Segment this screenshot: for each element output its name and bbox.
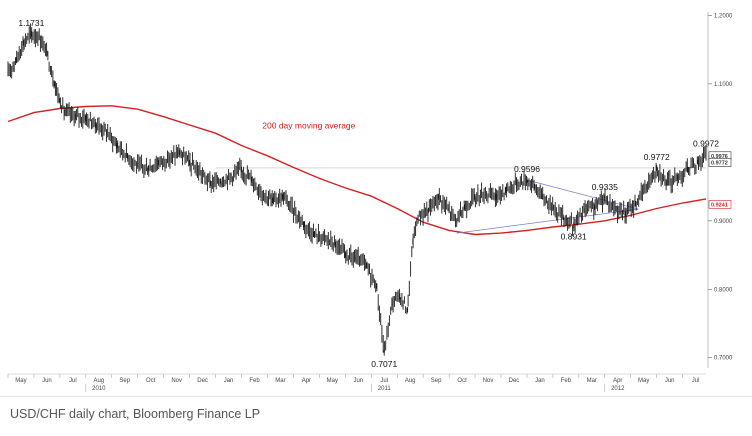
usdchf-chart: 1.17310.70710.95960.93350.89310.97720.99…: [0, 0, 752, 400]
x-tick-label: Jun: [353, 378, 363, 384]
price-box-label: 0.9241: [711, 202, 728, 208]
x-tick-label: Aug: [93, 378, 104, 384]
price-annotation: 0.9335: [592, 182, 618, 192]
chart-caption: USD/CHF daily chart, Bloomberg Finance L…: [10, 407, 261, 421]
plot-background: [0, 0, 752, 400]
y-tick-label: 0.9000: [714, 219, 733, 225]
year-label: 2011: [378, 386, 392, 392]
x-axis: May Jun Jul Aug Sep Oct Nov Dec Jan Feb Mar Apr May J…: [7, 373, 706, 392]
x-tick-label: Nov: [171, 378, 182, 384]
x-tick-label: Jun: [42, 378, 52, 384]
x-tick-label: Mar: [275, 378, 285, 384]
x-tick-label: Feb: [249, 378, 260, 384]
price-annotation: 0.9596: [514, 164, 540, 174]
price-box: [708, 200, 732, 209]
x-tick-label: Dec: [509, 378, 520, 384]
x-tick-label: Mar: [587, 378, 597, 384]
x-tick-label: Sep: [431, 378, 442, 384]
x-tick-label: May: [15, 378, 26, 384]
x-tick-label: Oct: [457, 378, 467, 384]
x-tick-label: Oct: [146, 378, 156, 384]
y-tick-label: 0.8000: [714, 287, 733, 293]
y-axis: 1.2000 1.1000 0.9000 0.8000 0.7000: [707, 12, 733, 368]
price-annotation: 0.7071: [371, 359, 397, 369]
price-annotation: 0.8931: [561, 232, 587, 242]
x-tick-label: Nov: [483, 378, 494, 384]
y-tick-label: 1.1000: [714, 82, 733, 88]
x-tick-label: Jul: [692, 378, 700, 384]
x-tick-label: Jan: [535, 378, 545, 384]
x-tick-label: Feb: [561, 378, 572, 384]
year-label: 2012: [611, 386, 625, 392]
price-box: [708, 158, 732, 167]
trendline: [456, 208, 639, 234]
x-tick-label: Apr: [302, 378, 311, 384]
x-tick-label: Apr: [613, 378, 622, 384]
price-annotation: 1.1731: [18, 18, 44, 28]
moving-average-label: 200 day moving average: [262, 120, 355, 130]
price-box-label: 0.9772: [711, 161, 728, 167]
x-tick-label: Jul: [380, 378, 388, 384]
x-tick-label: Jul: [69, 378, 77, 384]
x-tick-label: May: [638, 378, 649, 384]
x-tick-label: Aug: [405, 378, 416, 384]
moving-average-line: [7, 105, 707, 236]
moving-average-path: [7, 105, 707, 236]
price-bars: [7, 23, 707, 356]
price-box-label: 0.9976: [711, 154, 728, 160]
y-tick-label: 0.7000: [714, 356, 733, 362]
y-tick-label: 1.2000: [714, 13, 733, 19]
divider: [0, 396, 752, 397]
price-annotation: 0.9772: [644, 152, 670, 162]
x-tick-label: Sep: [119, 378, 130, 384]
price-bar-set: [7, 23, 707, 356]
price-annotation: 0.9972: [693, 138, 719, 148]
annotations: 1.17310.70710.95960.93350.89310.97720.99…: [18, 18, 732, 369]
x-tick-label: May: [327, 378, 338, 384]
x-tick-label: Dec: [197, 378, 208, 384]
x-tick-label: Jan: [224, 378, 234, 384]
year-label: 2010: [92, 386, 106, 392]
x-tick-label: Jun: [665, 378, 675, 384]
